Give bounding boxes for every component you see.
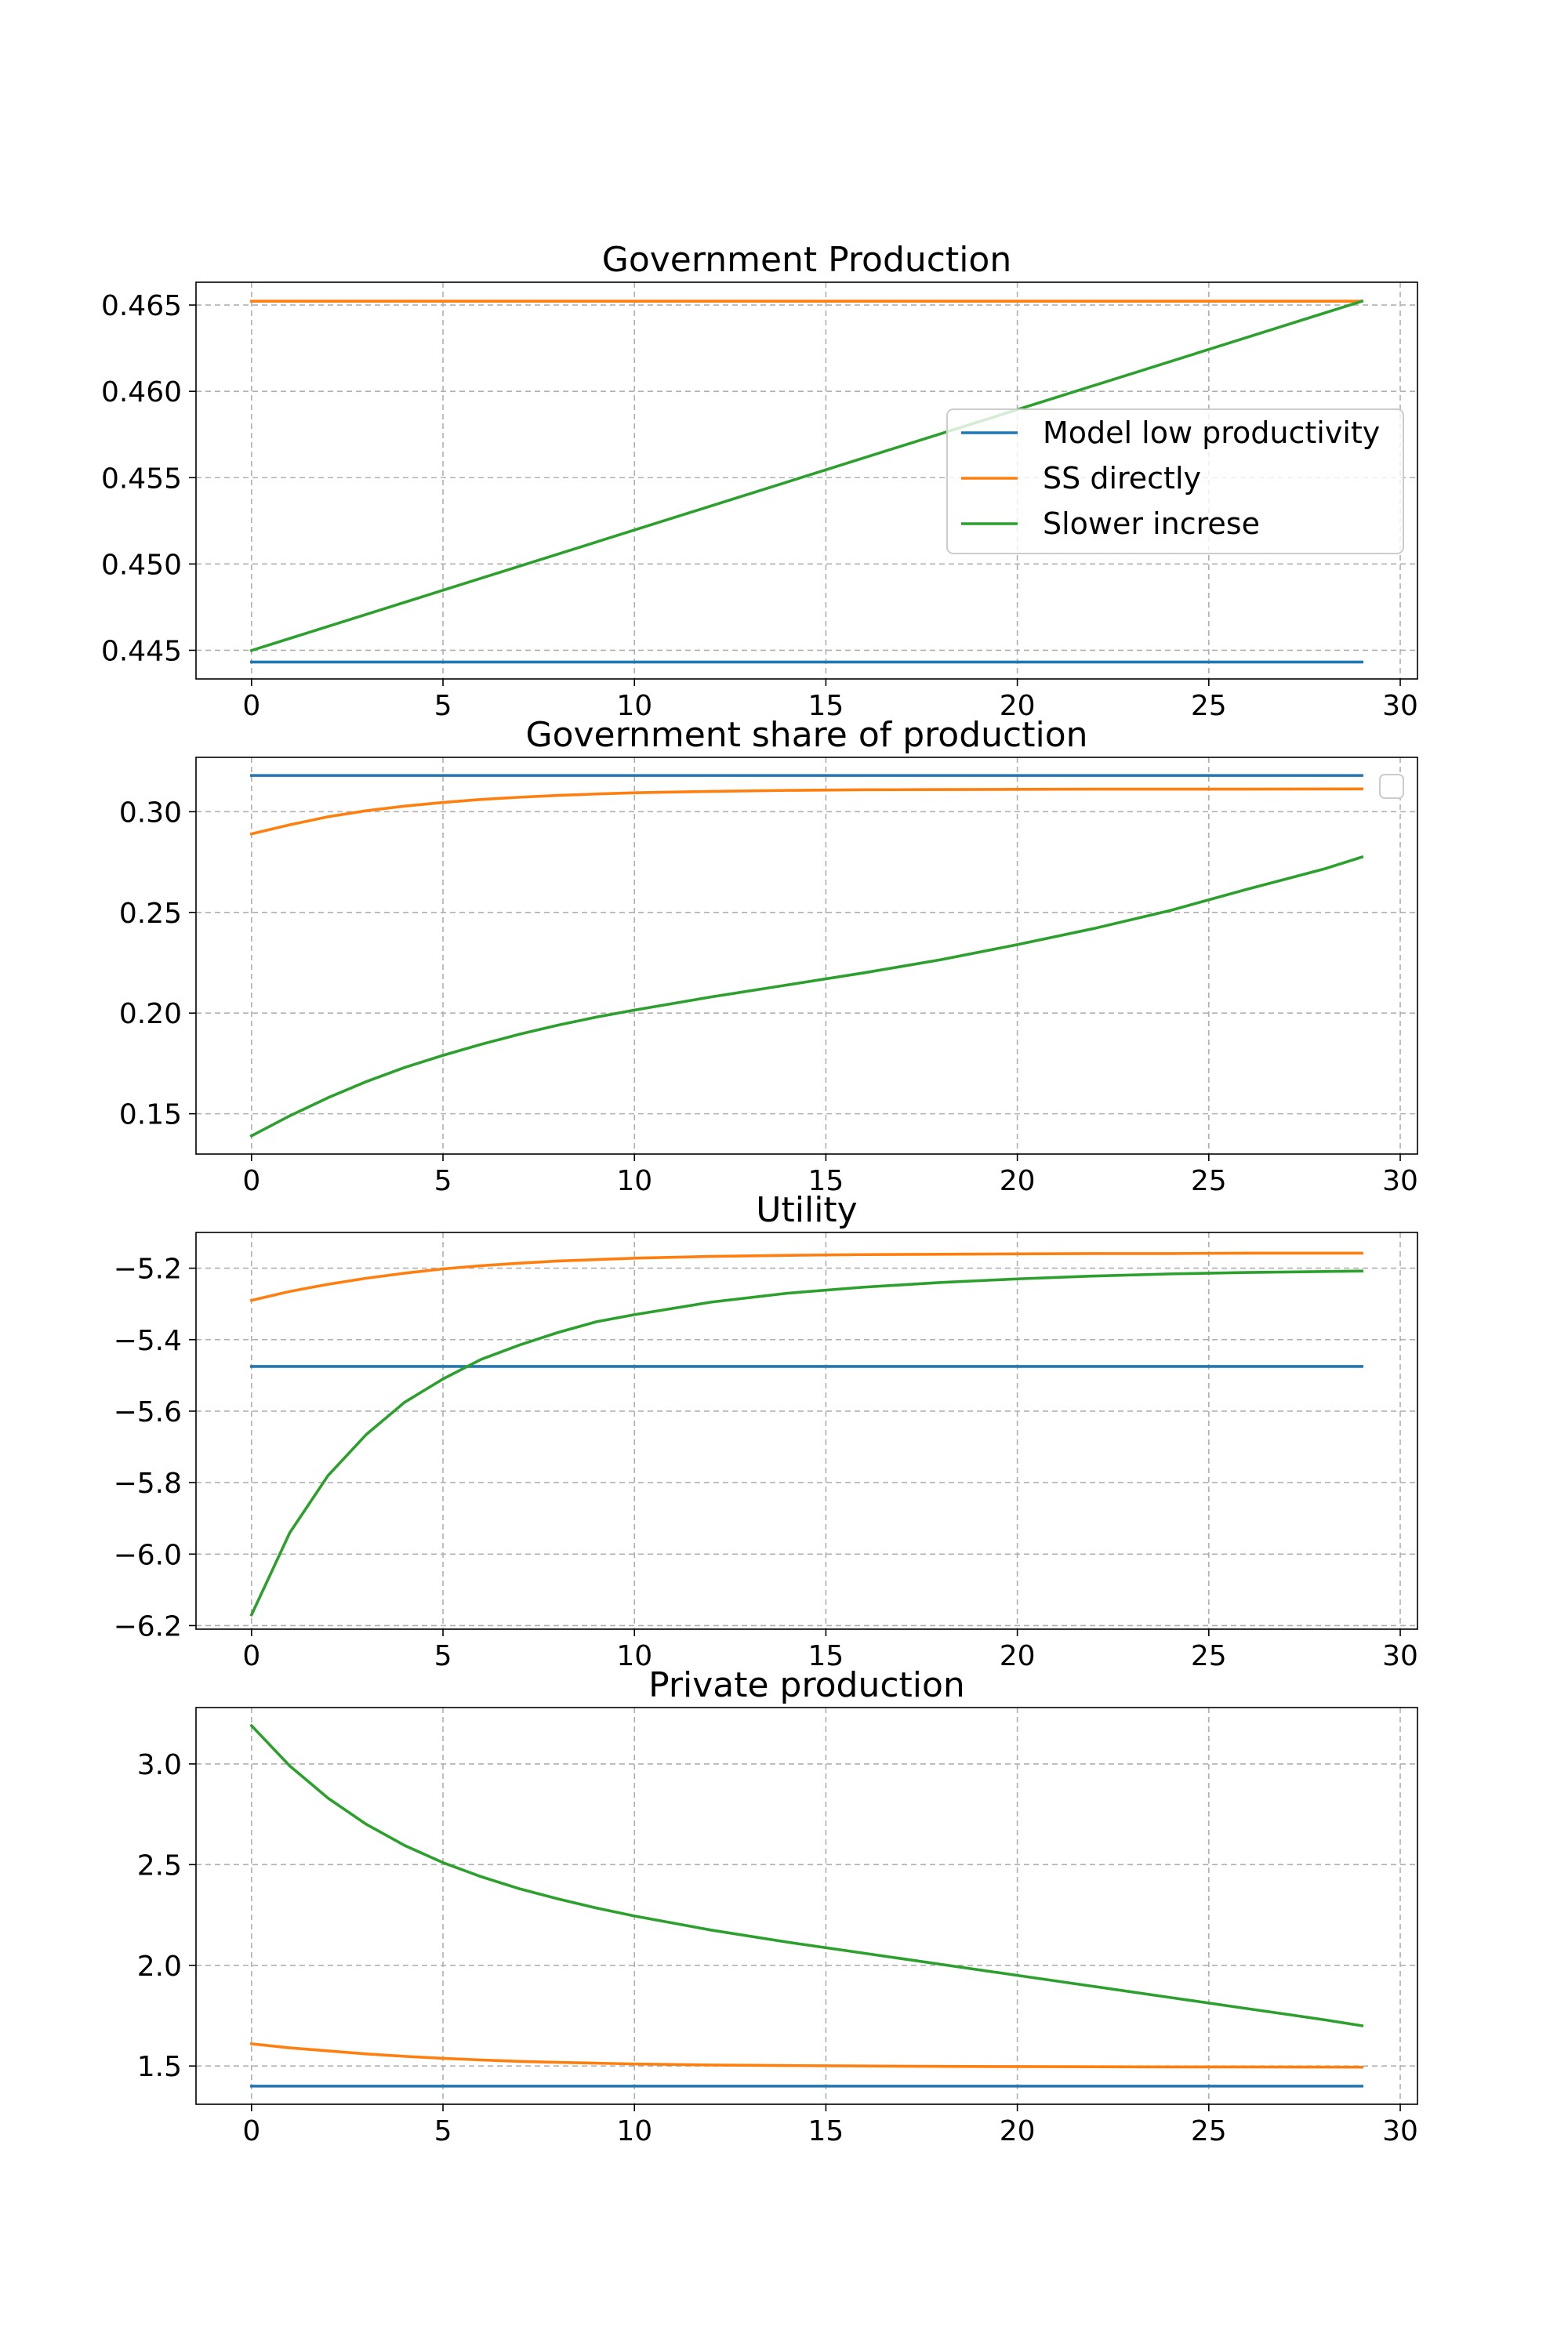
series-line-3 xyxy=(249,1723,1364,2027)
y-tick-label: 2.0 xyxy=(137,1951,182,1983)
x-tick-label: 25 xyxy=(1191,1640,1227,1672)
y-tick-label: 0.465 xyxy=(101,290,182,322)
x-tick-label: 30 xyxy=(1382,1165,1418,1197)
y-tick-label: −5.6 xyxy=(114,1396,182,1428)
chart-title: Government share of production xyxy=(526,715,1088,755)
x-tick-label: 15 xyxy=(808,1165,844,1197)
y-tick-label: 0.455 xyxy=(101,463,182,495)
chart-panel-4: 0 5 10 15 20 25 30 1.5 2.0 2.5 3.0 Private producti… xyxy=(137,1665,1418,2147)
plot-frame xyxy=(195,281,1418,680)
x-tick-label: 10 xyxy=(616,690,652,722)
legend-label: Slower increse xyxy=(1043,506,1260,541)
x-tick-label: 20 xyxy=(1000,1165,1036,1197)
y-tick-label: 0.450 xyxy=(101,549,182,581)
series-line-3 xyxy=(249,1269,1364,1617)
y-tick-label: 0.460 xyxy=(101,376,182,408)
x-tick-label: 5 xyxy=(434,1165,452,1197)
x-tick-label: 15 xyxy=(808,1640,844,1672)
chart-title: Government Production xyxy=(602,240,1011,280)
series-line-3 xyxy=(249,299,1364,652)
series-line-2 xyxy=(249,787,1363,836)
x-tick-label: 30 xyxy=(1382,690,1418,722)
empty-legend-box xyxy=(1379,774,1404,799)
x-tick-label: 25 xyxy=(1191,2115,1227,2147)
x-tick-label: 0 xyxy=(242,1640,260,1672)
x-tick-label: 30 xyxy=(1382,2115,1418,2147)
chart-title: Private production xyxy=(648,1665,965,1705)
legend-label: SS directly xyxy=(1043,461,1201,495)
y-tick-label: −5.2 xyxy=(114,1254,182,1286)
y-tick-label: 0.25 xyxy=(119,898,182,930)
x-tick-label: 5 xyxy=(434,690,452,722)
x-tick-label: 15 xyxy=(808,2115,844,2147)
x-tick-label: 10 xyxy=(616,1640,652,1672)
y-tick-label: −5.8 xyxy=(114,1468,182,1500)
x-tick-label: 15 xyxy=(808,690,844,722)
x-tick-label: 20 xyxy=(1000,2115,1036,2147)
x-tick-label: 0 xyxy=(242,690,260,722)
x-tick-label: 0 xyxy=(242,1165,260,1197)
y-tick-label: −6.0 xyxy=(114,1539,182,1571)
legend: Model low productivity SS directly Slower … xyxy=(946,408,1404,554)
x-tick-label: 25 xyxy=(1191,690,1227,722)
series-line-2 xyxy=(249,1251,1363,1302)
y-tick-label: 0.445 xyxy=(101,635,182,667)
y-tick-label: 0.20 xyxy=(119,998,182,1030)
x-tick-label: 20 xyxy=(1000,1640,1036,1672)
plot-frame xyxy=(195,1232,1418,1630)
chart-title: Utility xyxy=(756,1190,857,1230)
chart-panel-3: 0 5 10 15 20 25 30 −6.2 −6.0 −5.8 −5.6 −5.4 −5.2 Util… xyxy=(114,1190,1418,1672)
x-tick-label: 30 xyxy=(1382,1640,1418,1672)
x-tick-label: 0 xyxy=(242,2115,260,2147)
x-tick-label: 10 xyxy=(616,2115,652,2147)
chart-panel-2: 0 5 10 15 20 25 30 0.15 0.20 0.25 0.30 Government s… xyxy=(119,715,1418,1197)
plot-frame xyxy=(195,757,1418,1155)
series-line-2 xyxy=(249,2042,1363,2069)
y-tick-label: 2.5 xyxy=(137,1849,182,1882)
y-tick-label: 0.15 xyxy=(119,1099,182,1131)
y-tick-label: −5.4 xyxy=(114,1325,182,1357)
series-line-3 xyxy=(249,855,1364,1138)
plot-frame xyxy=(195,1707,1418,2105)
x-tick-label: 10 xyxy=(616,1165,652,1197)
y-tick-label: 1.5 xyxy=(137,2051,182,2083)
x-tick-label: 20 xyxy=(1000,690,1036,722)
x-tick-label: 5 xyxy=(434,2115,452,2147)
legend-box xyxy=(946,408,1404,554)
y-tick-label: 3.0 xyxy=(137,1749,182,1781)
y-tick-label: −6.2 xyxy=(114,1610,182,1642)
legend-label: Model low productivity xyxy=(1043,416,1380,450)
y-tick-label: 0.30 xyxy=(119,797,182,829)
x-tick-label: 5 xyxy=(434,1640,452,1672)
chart-panel-1: 0 5 10 15 20 25 30 0.445 0.450 0.455 0.460 0.465 Gov… xyxy=(101,240,1418,722)
x-tick-label: 25 xyxy=(1191,1165,1227,1197)
